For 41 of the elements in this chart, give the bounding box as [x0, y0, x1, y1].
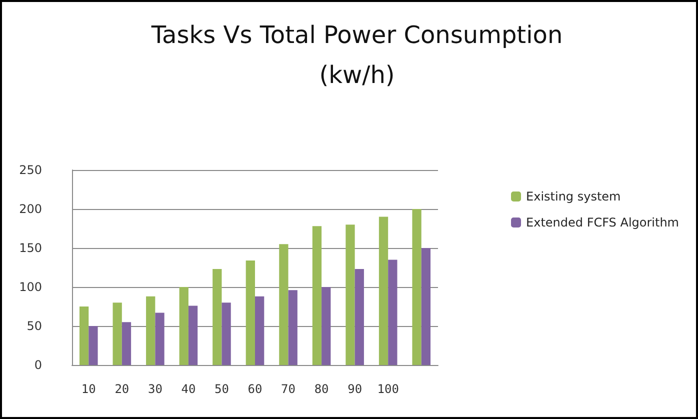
- bar: [212, 269, 222, 365]
- x-tick-label: 40: [181, 382, 196, 396]
- x-tick-label: 90: [348, 382, 362, 396]
- bar: [412, 209, 422, 365]
- legend-label: Extended FCFS Algorithm: [526, 216, 679, 230]
- bar: [288, 290, 298, 365]
- y-tick-label: 100: [19, 280, 42, 294]
- y-tick-label: 150: [19, 241, 42, 255]
- x-tick-label: 80: [314, 382, 329, 396]
- bar: [222, 302, 231, 365]
- x-tick-label: 30: [148, 382, 162, 396]
- bar: [378, 216, 388, 365]
- bar: [88, 326, 98, 365]
- y-tick-label: 50: [26, 319, 42, 333]
- x-tick-label: 10: [81, 382, 96, 396]
- bar: [322, 287, 331, 365]
- bar: [112, 302, 122, 365]
- bar: [246, 260, 255, 365]
- bar: [122, 322, 132, 365]
- y-tick-label: 250: [19, 163, 42, 177]
- bar: [421, 248, 431, 365]
- y-tick-label: 0: [34, 358, 42, 372]
- bar: [179, 287, 188, 365]
- bar: [279, 244, 288, 365]
- legend-label: Existing system: [526, 190, 621, 204]
- x-tick-label: 20: [114, 382, 130, 396]
- bar: [346, 224, 355, 365]
- bar: [146, 296, 156, 365]
- bar: [312, 226, 322, 365]
- x-tick-label: 60: [248, 382, 262, 396]
- x-tick-label: 100: [377, 382, 399, 396]
- bar: [188, 306, 198, 365]
- bar: [388, 260, 398, 365]
- chart-title: Tasks Vs Total Power Consumption (kw/h): [150, 21, 563, 89]
- x-tick-label: 50: [214, 382, 229, 396]
- bar: [354, 269, 364, 365]
- x-tick-label: 70: [281, 382, 296, 396]
- y-tick-label: 200: [19, 202, 42, 216]
- bar: [155, 312, 164, 365]
- bar: [255, 296, 264, 365]
- bar: [79, 306, 89, 365]
